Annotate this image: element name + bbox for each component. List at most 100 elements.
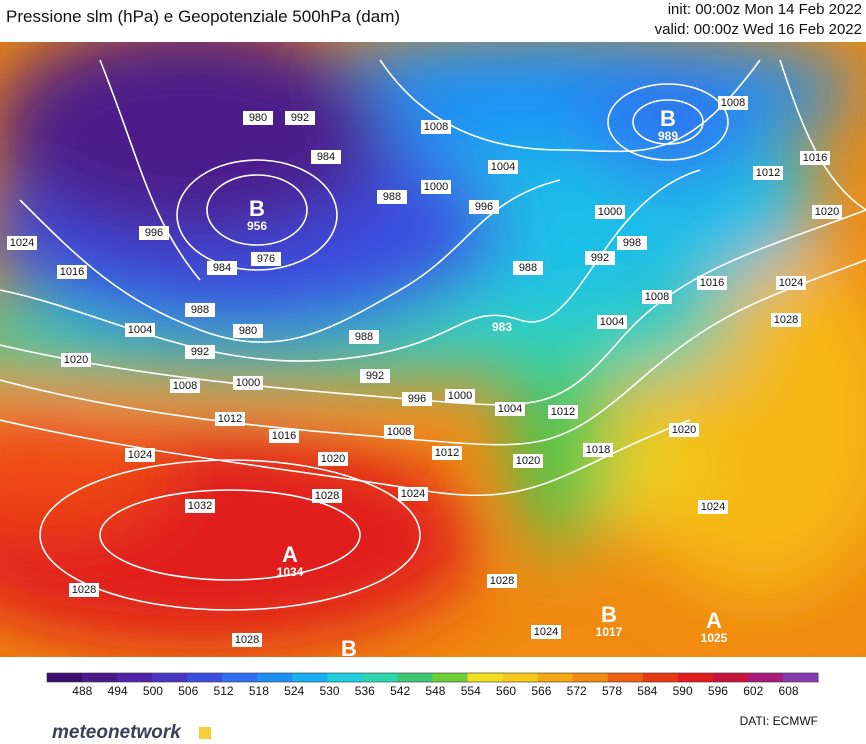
- colorbar-swatch: [222, 673, 258, 682]
- colorbar-swatch: [187, 673, 223, 682]
- center-value: 989: [658, 129, 678, 143]
- isobar-label-bg: [753, 166, 783, 180]
- colorbar-tick-label: 578: [602, 684, 622, 698]
- isobar-label: 1024: [401, 488, 425, 500]
- colorbar-swatch: [82, 673, 118, 682]
- isobar-label: 1008: [173, 380, 197, 392]
- isobar-label: 1024: [534, 626, 558, 638]
- isobar-label-bg: [360, 369, 390, 383]
- colorbar-swatch: [642, 673, 679, 682]
- isobar-label-bg: [185, 303, 215, 317]
- isobar-label-bg: [771, 313, 801, 327]
- isobar-label: 1024: [701, 501, 725, 513]
- isobar-label-bg: [513, 454, 543, 468]
- isobar-label-bg: [585, 251, 615, 265]
- colorbar-tick-label: 518: [249, 684, 269, 698]
- isobar-label-bg: [469, 200, 499, 214]
- isobar-label: 1012: [551, 406, 575, 418]
- isobar-label: 1020: [672, 424, 696, 436]
- isobar-label: 1004: [128, 324, 152, 336]
- colorbar-tick-label: 596: [708, 684, 728, 698]
- colorbar-tick-label: 494: [108, 684, 128, 698]
- isobar-label-bg: [7, 236, 37, 250]
- isobar-label-bg: [432, 446, 462, 460]
- isobar-label: 980: [239, 325, 257, 337]
- logo-square: [199, 727, 211, 739]
- colorbar-swatch: [292, 673, 328, 682]
- isobar-label: 992: [191, 346, 209, 358]
- isobar-label-bg: [57, 265, 87, 279]
- isobar-label: 1004: [498, 403, 522, 415]
- center-value: 956: [247, 219, 267, 233]
- isobar-label-bg: [513, 261, 543, 275]
- isobar-label-bg: [251, 252, 281, 266]
- isobar-label-bg: [718, 96, 748, 110]
- colorbar-swatch: [432, 673, 469, 682]
- center-value: 1025: [701, 631, 728, 645]
- isobar-label: 1012: [218, 413, 242, 425]
- isobar-label-bg: [812, 205, 842, 219]
- isobar-label-bg: [697, 276, 727, 290]
- center-value: 1017: [596, 625, 623, 639]
- isobar-label: 1000: [598, 206, 622, 218]
- colorbar-tick-label: 566: [531, 684, 551, 698]
- colorbar-swatch: [467, 673, 504, 682]
- isobar-label-bg: [597, 315, 627, 329]
- isobar-label: 992: [291, 112, 309, 124]
- isobar-label-bg: [215, 412, 245, 426]
- isobar-label: 1024: [128, 449, 152, 461]
- isobar-label: 988: [519, 262, 537, 274]
- colorbar-tick-label: 602: [743, 684, 763, 698]
- map: 980 992 984 988 1008 1004 1000 996 1000 998 992 988…: [0, 42, 866, 657]
- colorbar-swatch: [677, 673, 714, 682]
- center-letter: A: [282, 542, 298, 567]
- colorbar-swatch: [397, 673, 433, 682]
- isobar-label: 1028: [774, 314, 798, 326]
- isobar-label-bg: [61, 353, 91, 367]
- isobar-label: 1024: [779, 277, 803, 289]
- isobar-label: 1020: [64, 354, 88, 366]
- isobar-label-bg: [669, 423, 699, 437]
- isobar-label-bg: [269, 429, 299, 443]
- colorbar-tick-label: 500: [143, 684, 163, 698]
- isobar-label-bg: [285, 111, 315, 125]
- isobar-label-bg: [125, 448, 155, 462]
- isobar-label: 980: [249, 112, 267, 124]
- colorbar-tick-label: 542: [390, 684, 410, 698]
- isobar-label: 1028: [315, 490, 339, 502]
- isobar-label-bg: [139, 226, 169, 240]
- isobar-label: 1004: [600, 316, 624, 328]
- center-letter: A: [706, 608, 722, 633]
- colorbar-tick-label: 572: [567, 684, 587, 698]
- center-letter: B: [601, 602, 617, 627]
- isobar-label: 1012: [435, 447, 459, 459]
- isobar-label: 1000: [424, 181, 448, 193]
- isobar-label: 1008: [387, 426, 411, 438]
- data-source: DATI: ECMWF: [740, 714, 818, 728]
- isobar-label-bg: [776, 276, 806, 290]
- init-time: init: 00:00z Mon 14 Feb 2022: [668, 1, 862, 18]
- isobar-label-bg: [233, 324, 263, 338]
- footer-bg: [0, 657, 866, 744]
- isobar-label-bg: [698, 500, 728, 514]
- isobar-label-bg: [311, 150, 341, 164]
- isobar-label-bg: [232, 633, 262, 647]
- colorbar-swatch: [327, 673, 363, 682]
- isobar-label-bg: [488, 160, 518, 174]
- isobar-label-bg: [800, 151, 830, 165]
- colorbar-swatch: [257, 673, 293, 682]
- colorbar: 488 494 500 506 512 518 524 530 536 542 548 554 560 5…: [46, 672, 819, 698]
- isobar-label-bg: [402, 392, 432, 406]
- isobar-label-bg: [318, 452, 348, 466]
- isobar-label: 1020: [321, 453, 345, 465]
- isobar-label-bg: [421, 120, 451, 134]
- colorbar-swatch: [782, 673, 819, 682]
- colorbar-tick-label: 560: [496, 684, 516, 698]
- isobar-label: 1000: [448, 390, 472, 402]
- colorbar-swatch: [747, 673, 784, 682]
- isobar-label: 992: [591, 252, 609, 264]
- colorbar-swatch: [712, 673, 749, 682]
- center-letter: B: [249, 196, 265, 221]
- isobar-label: 996: [408, 393, 426, 405]
